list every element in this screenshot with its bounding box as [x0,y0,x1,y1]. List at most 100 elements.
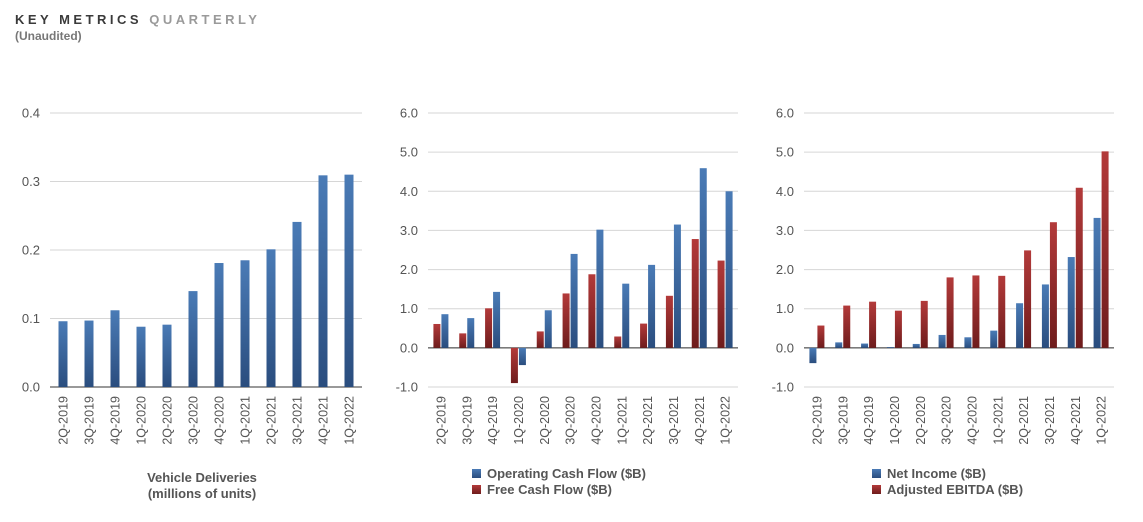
bar [886,347,894,348]
bar [1101,151,1109,348]
x-tick-label: 3Q-2019 [83,396,97,445]
y-tick-label: -1.0 [772,380,794,395]
bar [998,275,1006,348]
x-tick-label: 1Q-2020 [135,396,149,445]
cash-flow-chart: -1.0 0.0 1.0 2.0 3.0 4.0 5.0 6.0 2Q-2019 3Q-2019 4… [396,106,738,497]
bar [614,336,622,348]
bar [894,310,902,348]
bar [162,324,172,387]
title-key-metrics: KEY METRICS [15,12,143,27]
bar [920,300,928,348]
x-tick-label: 3Q-2020 [187,396,201,445]
x-tick-label: 1Q-2020 [888,396,902,445]
bar [809,347,817,364]
y-tick-label: 6.0 [400,106,418,121]
x-tick-label: 4Q-2020 [589,396,603,445]
x-tick-label: 2Q-2020 [914,396,928,445]
y-tick-label: 0.2 [22,243,40,258]
y-tick-label: 2.0 [400,262,418,277]
x-tick-label: 3Q-2019 [460,396,474,445]
bar [725,191,733,348]
bar [691,239,699,348]
bar [673,224,681,348]
x-tick-label: 3Q-2021 [291,396,305,445]
x-tick-label: 3Q-2021 [667,396,681,445]
bar [1075,187,1083,348]
bar [665,295,673,348]
y-tick-label: 1.0 [400,301,418,316]
x-tick-label: 3Q-2020 [564,396,578,445]
bar [1093,217,1101,348]
y-tick-label: 0.0 [22,380,40,395]
page-title: KEY METRICS QUARTERLY [15,12,260,28]
bar [188,291,198,387]
x-tick-label: 1Q-2020 [512,396,526,445]
x-tick-label: 2Q-2020 [161,396,175,445]
bar [318,175,328,387]
x-tick-label: 4Q-2019 [486,396,500,445]
x-tick-label: 3Q-2019 [836,396,850,445]
bar [1016,303,1024,348]
bar [622,283,630,348]
bar [1024,250,1032,348]
bar [240,260,250,387]
bar [292,221,302,387]
bar [588,274,596,348]
bar [648,264,656,348]
x-tick-label: 2Q-2019 [434,396,448,445]
x-tick-label: 2Q-2021 [1017,396,1031,445]
chart-caption: Vehicle Deliveries [147,470,257,485]
income-ebitda-chart: -1.0 0.0 1.0 2.0 3.0 4.0 5.0 6.0 2Q-2019 3Q-2019 4… [772,106,1114,497]
y-tick-label: 5.0 [400,145,418,160]
bar [536,331,544,348]
y-tick-label: 4.0 [776,184,794,199]
legend-swatch [472,485,481,494]
x-tick-label: 4Q-2021 [317,396,331,445]
bar [467,318,475,348]
bar [485,308,493,348]
bar [136,326,146,387]
y-tick-label: 5.0 [776,145,794,160]
bar [433,323,441,348]
x-tick-label: 3Q-2020 [940,396,954,445]
page-header: KEY METRICS QUARTERLY (Unaudited) [15,12,260,43]
legend-label: Adjusted EBITDA ($B) [887,482,1023,497]
x-tick-label: 1Q-2022 [1095,396,1109,445]
bar [510,347,518,384]
x-tick-label: 2Q-2020 [538,396,552,445]
bar [946,277,954,348]
legend-label: Operating Cash Flow ($B) [487,466,646,481]
bar [1067,257,1075,348]
bar [58,321,68,387]
y-tick-label: 0.0 [400,340,418,355]
bar [1049,222,1057,348]
x-tick-label: 4Q-2020 [213,396,227,445]
x-tick-label: 2Q-2021 [265,396,279,445]
legend-label: Free Cash Flow ($B) [487,482,612,497]
bar [699,168,707,348]
x-tick-label: 1Q-2022 [719,396,733,445]
x-tick-label: 4Q-2020 [965,396,979,445]
bar [596,229,604,348]
bar [817,325,825,348]
bar [110,310,120,387]
x-tick-label: 1Q-2021 [991,396,1005,445]
legend-swatch [872,469,881,478]
legend-swatch [472,469,481,478]
x-tick-label: 4Q-2019 [109,396,123,445]
bar [518,347,526,366]
y-tick-label: 0.0 [776,340,794,355]
chart-caption: (millions of units) [148,486,256,501]
bar [344,174,354,387]
x-tick-label: 1Q-2021 [239,396,253,445]
bar [869,301,877,348]
bar [562,293,570,348]
y-tick-label: 1.0 [776,301,794,316]
bar [493,291,501,348]
y-tick-label: 0.3 [22,174,40,189]
bar [835,342,843,348]
bar [912,343,920,348]
bar [861,343,869,348]
x-tick-label: 3Q-2021 [1043,396,1057,445]
